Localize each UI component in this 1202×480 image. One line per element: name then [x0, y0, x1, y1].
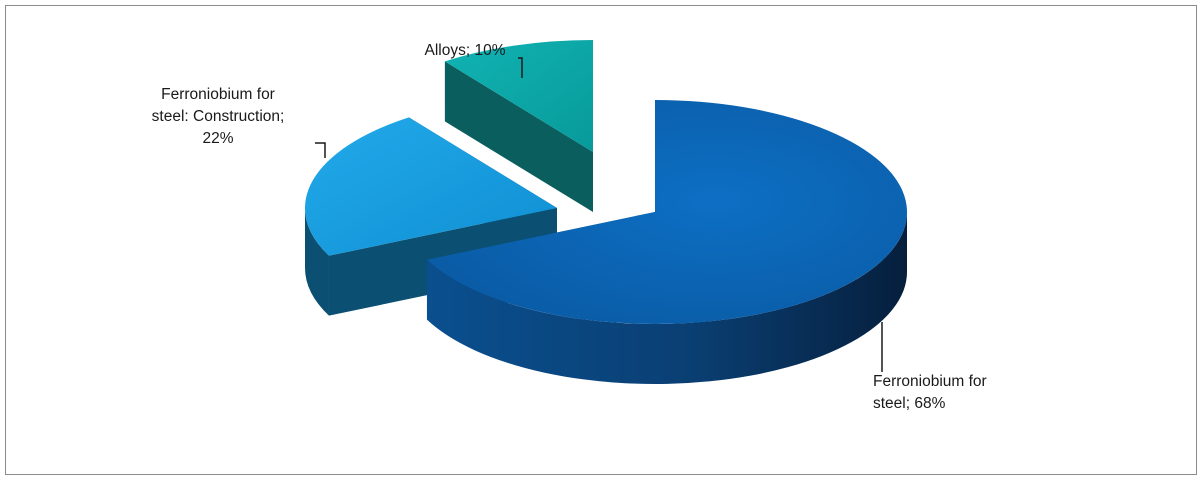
slice-ferroniobium-steel-side: [426, 212, 907, 384]
label-ferroniobium-steel-line-0: Ferroniobium for: [873, 373, 987, 390]
label-alloys: Alloys; 10%: [425, 42, 523, 78]
label-ferroniobium-steel-line-1: steel; 68%: [873, 395, 946, 412]
slice-ferroniobium-steel-top: [426, 100, 907, 324]
slice-ferroniobium-construction-top: [305, 117, 557, 256]
slice-alloys-wall-0: [444, 61, 593, 213]
label-alloys-line-0: Alloys; 10%: [425, 42, 506, 59]
label-ferroniobium-construction-line-0: Ferroniobium for: [161, 86, 275, 103]
slice-alloys: [444, 40, 593, 213]
slice-alloys-top: [444, 40, 593, 152]
slice-ferroniobium-steel: [426, 100, 907, 384]
label-ferroniobium-construction-line-2: 22%: [202, 130, 233, 147]
label-ferroniobium-steel: Ferroniobium for steel; 68%: [873, 322, 987, 412]
label-ferroniobium-construction: Ferroniobium for steel: Construction; 22%: [152, 86, 326, 158]
slice-ferroniobium-construction-side: [305, 208, 329, 316]
label-ferroniobium-construction-line-1: steel: Construction;: [152, 108, 285, 125]
label-alloys-leader: [518, 57, 523, 78]
label-ferroniobium-construction-leader: [315, 142, 326, 158]
